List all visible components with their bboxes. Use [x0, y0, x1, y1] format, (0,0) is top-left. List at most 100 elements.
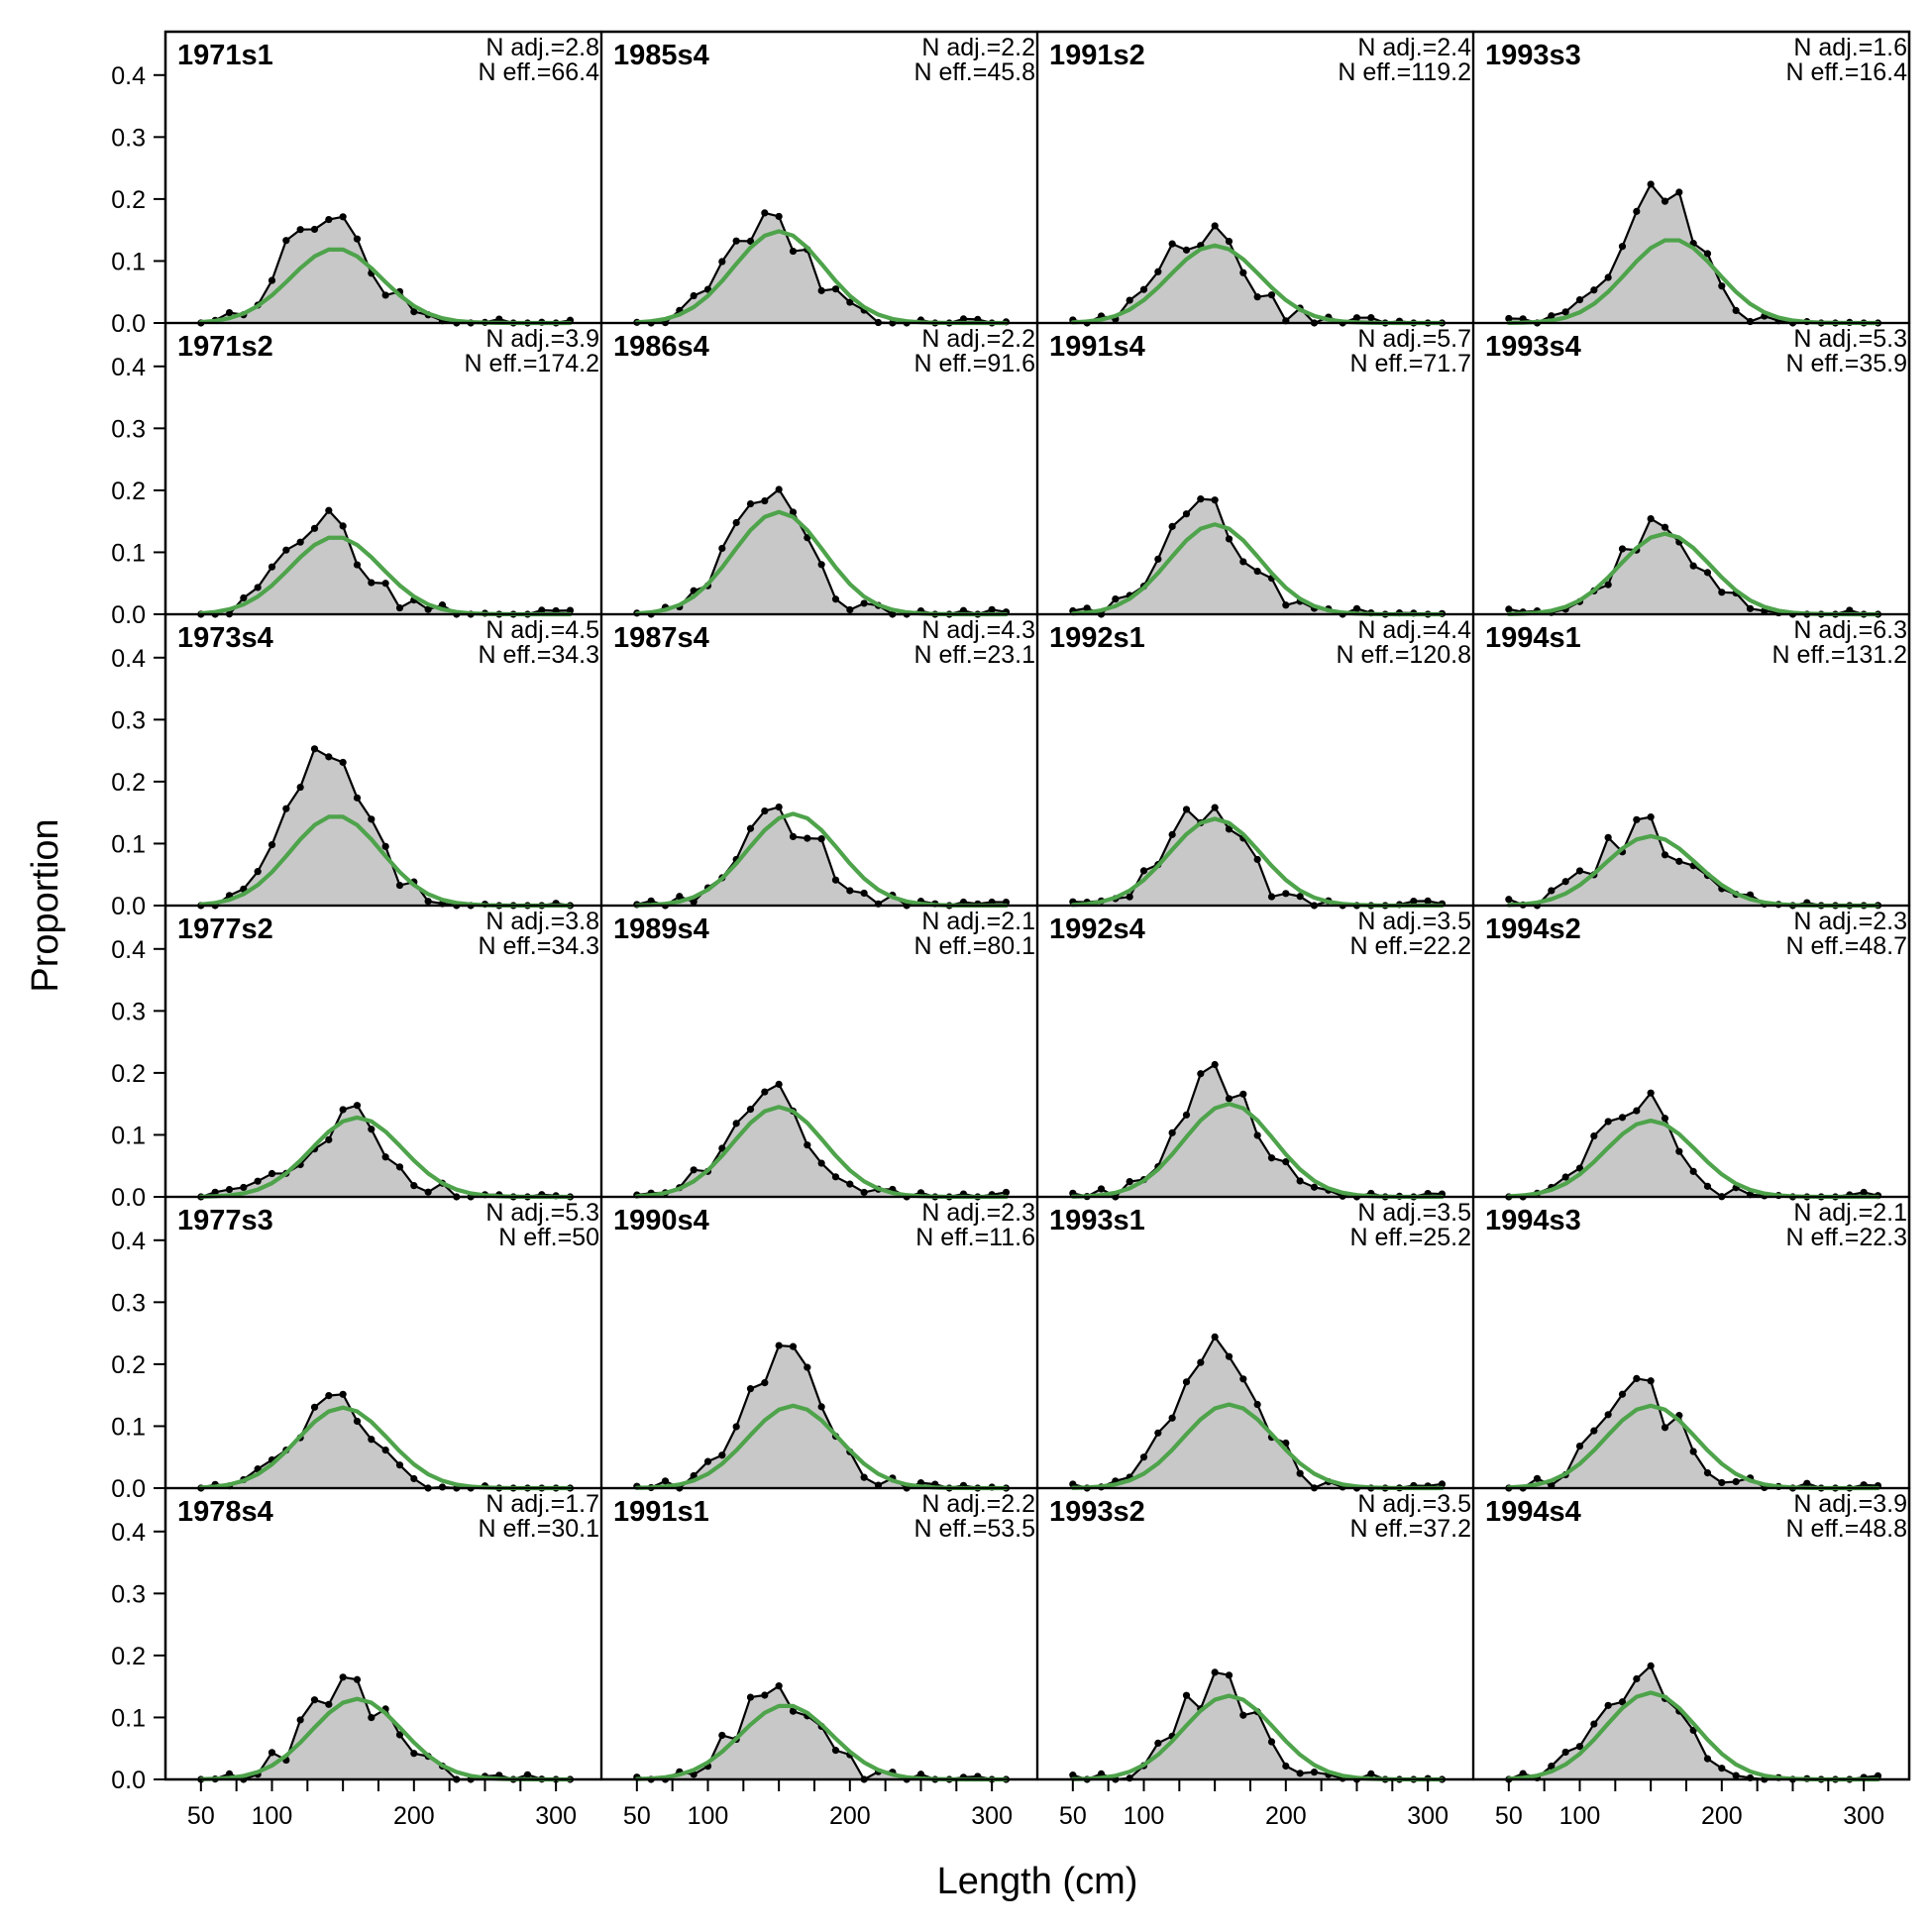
observed-area: [200, 1105, 571, 1197]
observed-point: [860, 599, 868, 607]
observed-point: [831, 285, 840, 293]
observed-point: [268, 841, 276, 849]
observed-point: [1703, 569, 1712, 577]
observed-point: [1718, 1765, 1726, 1772]
y-tick-label: 0.1: [111, 830, 146, 858]
panel-title: 1990s4: [613, 1205, 709, 1236]
y-tick-label: 0.3: [111, 415, 146, 443]
observed-point: [1296, 1770, 1304, 1777]
observed-point: [211, 1188, 219, 1196]
observed-point: [718, 258, 726, 266]
observed-point: [1575, 295, 1584, 304]
x-tick-label: 200: [1265, 1802, 1307, 1830]
observed-point: [789, 832, 798, 841]
observed-point: [746, 237, 755, 246]
y-tick-label: 0.2: [111, 1060, 146, 1088]
observed-point: [410, 1182, 418, 1190]
observed-area: [636, 489, 1007, 614]
observed-point: [310, 225, 319, 234]
observed-point: [1846, 606, 1854, 614]
panel-n-adj: N adj.=5.3: [1793, 325, 1907, 353]
y-tick-label: 0.1: [111, 1704, 146, 1732]
observed-point: [1575, 1442, 1584, 1450]
observed-point: [1618, 243, 1627, 251]
y-tick-label: 0.4: [111, 62, 146, 90]
panel-title: 1993s2: [1049, 1496, 1145, 1528]
observed-point: [1253, 1400, 1261, 1409]
panel-n-adj: N adj.=1.6: [1793, 34, 1907, 61]
panel-n-eff: N eff.=48.8: [1785, 1515, 1907, 1543]
observed-point: [240, 593, 248, 602]
x-tick-label: 300: [1843, 1802, 1884, 1830]
panel-n-adj: N adj.=3.9: [1793, 1490, 1907, 1518]
observed-area: [200, 1676, 571, 1779]
observed-point: [1197, 1358, 1205, 1366]
observed-point: [1253, 855, 1261, 864]
y-tick-label: 0.3: [111, 998, 146, 1025]
observed-point: [1225, 1352, 1234, 1360]
observed-point: [916, 1771, 925, 1778]
observed-point: [1225, 535, 1234, 543]
observed-point: [1661, 523, 1669, 531]
panel-1991s4: 1991s4 N adj.=5.7N eff.=71.7: [1035, 321, 1475, 618]
observed-point: [410, 1474, 418, 1483]
observed-point: [1675, 1147, 1683, 1155]
panel-title: 1987s4: [613, 622, 709, 654]
y-tick-label: 0.4: [111, 1228, 146, 1255]
observed-point: [1182, 1378, 1191, 1386]
panel-n-adj: N adj.=2.8: [485, 34, 599, 61]
panel-1985s4: 1985s4 N adj.=2.2N eff.=45.8: [599, 30, 1039, 327]
observed-point: [1239, 1375, 1247, 1383]
observed-point: [1282, 1762, 1290, 1771]
panel-n-adj: N adj.=5.3: [485, 1199, 599, 1227]
observed-point: [1367, 1770, 1375, 1777]
observed-point: [1590, 1720, 1598, 1728]
panel-1991s2: 1991s2 N adj.=2.4N eff.=119.2: [1035, 30, 1475, 327]
observed-point: [732, 1423, 740, 1431]
observed-point: [1154, 555, 1162, 563]
observed-point: [831, 595, 840, 603]
panel-n-adj: N adj.=1.7: [485, 1490, 599, 1518]
observed-point: [1069, 1771, 1077, 1779]
y-tick-label: 0.1: [111, 1413, 146, 1441]
observed-point: [676, 893, 684, 901]
panel-1994s4: 1994s4 N adj.=3.9N eff.=48.8: [1471, 1486, 1911, 1783]
panel-title: 1991s2: [1049, 40, 1145, 71]
y-tick-label: 0.1: [111, 539, 146, 567]
panel-n-eff: N eff.=35.9: [1785, 350, 1907, 377]
observed-point: [746, 824, 755, 832]
panel-n-eff: N eff.=22.2: [1349, 932, 1471, 960]
observed-point: [804, 1363, 811, 1371]
observed-point: [1211, 1333, 1219, 1341]
observed-point: [831, 1173, 840, 1181]
y-tick-label: 0.0: [111, 1767, 146, 1794]
panel-n-adj: N adj.=2.2: [921, 1490, 1035, 1518]
observed-point: [1647, 514, 1655, 523]
observed-point: [282, 805, 290, 812]
observed-point: [268, 1169, 276, 1178]
panel-n-eff: N eff.=30.1: [478, 1515, 599, 1543]
observed-point: [1225, 1095, 1234, 1103]
observed-point: [1168, 1414, 1176, 1422]
observed-point: [1718, 282, 1726, 290]
panel-title: 1991s1: [613, 1496, 709, 1528]
panel-n-eff: N eff.=66.4: [478, 58, 599, 86]
observed-point: [703, 1457, 712, 1465]
observed-point: [424, 1188, 432, 1196]
observed-point: [1239, 1711, 1247, 1719]
observed-point: [410, 307, 418, 316]
y-tick-label: 0.4: [111, 354, 146, 381]
panel-1971s2: 1971s2 N adj.=3.9N eff.=174.2: [163, 321, 603, 618]
panel-title: 1986s4: [613, 331, 709, 363]
observed-point: [1182, 805, 1191, 813]
observed-point: [1718, 1478, 1726, 1487]
y-tick-label: 0.3: [111, 1289, 146, 1317]
observed-point: [1689, 1167, 1697, 1175]
observed-point: [1633, 207, 1641, 215]
observed-point: [860, 889, 868, 898]
panel-n-adj: N adj.=6.3: [1793, 616, 1907, 644]
observed-point: [381, 1447, 389, 1454]
panel-n-eff: N eff.=120.8: [1337, 641, 1471, 669]
observed-point: [1661, 1115, 1669, 1123]
y-tick-label: 0.2: [111, 1643, 146, 1670]
